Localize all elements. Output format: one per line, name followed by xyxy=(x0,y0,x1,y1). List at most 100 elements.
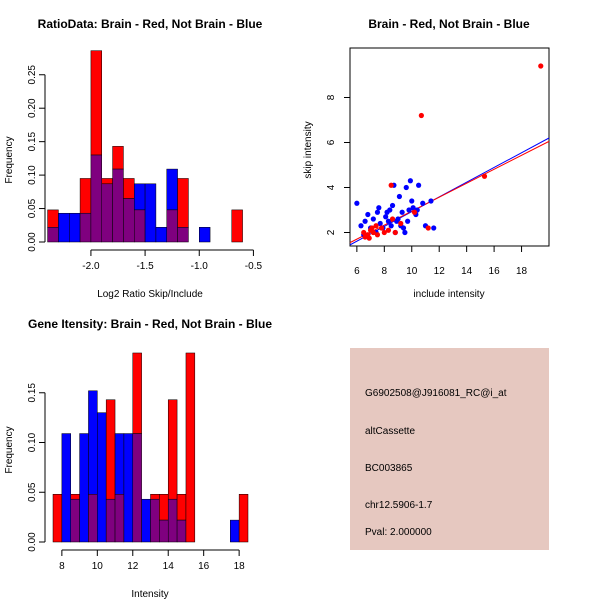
scatter-point xyxy=(376,205,382,211)
scatter-point xyxy=(428,198,434,204)
histogram-overlap-bar xyxy=(123,198,135,243)
x-tick-label: 16 xyxy=(489,266,501,277)
scatter-point xyxy=(385,218,392,224)
y-tick-label: 8 xyxy=(326,94,337,100)
scatter-point xyxy=(416,182,422,188)
histogram-bar xyxy=(88,390,98,495)
scatter-point xyxy=(366,235,372,241)
histogram-bar xyxy=(79,178,92,214)
scatter-point xyxy=(373,223,379,229)
histogram-bar xyxy=(112,146,124,170)
histogram-bar xyxy=(185,352,196,543)
scatter-point xyxy=(388,223,394,229)
histogram-overlap-bar xyxy=(132,433,142,543)
scatter-points xyxy=(354,63,544,241)
histogram-overlap-bar xyxy=(70,498,80,543)
histogram-overlap-bar xyxy=(90,154,102,243)
histogram-overlap-bar xyxy=(112,168,124,243)
histogram-bar xyxy=(123,433,134,543)
scatter-point xyxy=(405,218,411,224)
scatter-point xyxy=(398,220,404,227)
x-tick-label: 12 xyxy=(127,561,139,572)
scatter-point xyxy=(361,229,367,236)
scatter-point xyxy=(369,225,375,231)
histogram-overlap-bar xyxy=(167,498,178,543)
histogram-overlap-bar xyxy=(159,519,169,543)
ratio-histogram-bars xyxy=(47,50,243,243)
y-tick-label: 0.20 xyxy=(27,98,38,118)
x-tick-label: 14 xyxy=(461,266,473,277)
histogram-bar xyxy=(132,352,142,434)
scatter-point xyxy=(362,218,368,224)
scatter-point xyxy=(420,200,426,206)
histogram-bar xyxy=(155,227,168,243)
histogram-bar xyxy=(159,493,169,521)
scatter-point xyxy=(407,178,413,184)
scatter-point xyxy=(389,202,396,209)
histogram-overlap-bar xyxy=(177,227,189,243)
histogram-bar xyxy=(166,168,178,211)
histogram-bar xyxy=(114,433,125,495)
scatter-point xyxy=(418,112,424,119)
y-tick-label: 0.15 xyxy=(27,131,38,151)
x-tick-label: 16 xyxy=(198,561,210,572)
histogram-bar xyxy=(231,209,243,243)
x-tick-label: 10 xyxy=(92,561,104,572)
scatter-point xyxy=(377,220,383,227)
scatter-point xyxy=(354,200,360,206)
histogram-bar xyxy=(58,212,70,243)
y-tick-label: 6 xyxy=(326,139,337,145)
histogram-bar xyxy=(61,433,71,543)
y-tick-label: 0.10 xyxy=(27,432,38,452)
histogram-bar xyxy=(47,209,59,228)
x-tick-label: 18 xyxy=(234,561,246,572)
intensity-histogram-panel: Gene Itensity: Brain - Red, Not Brain - … xyxy=(4,317,272,600)
histogram-overlap-bar xyxy=(101,183,113,243)
probe-id-text: G6902508@J916081_RC@i_at xyxy=(365,388,507,399)
ratio-histogram-axes: -2.0 -1.5 -1.0 -0.5 0.00 0.05 0.10 0.15 0.20 0.25 xyxy=(27,65,262,272)
histogram-overlap-bar xyxy=(176,519,187,543)
scatter-point xyxy=(374,209,381,215)
scatter-point xyxy=(383,214,389,220)
scatter-point xyxy=(394,218,400,224)
x-tick-label: 12 xyxy=(434,266,446,277)
scatter-point xyxy=(538,63,544,69)
scatter-panel: Brain - Red, Not Brain - Blue 6 8 10 12 14 16… xyxy=(303,17,550,300)
x-tick-label: 14 xyxy=(163,561,175,572)
scatter-point xyxy=(396,193,403,200)
scatter-title: Brain - Red, Not Brain - Blue xyxy=(368,17,530,31)
scatter-xlabel: include intensity xyxy=(413,289,484,300)
scatter-point xyxy=(425,225,431,231)
histogram-bar xyxy=(69,212,81,243)
scatter-point xyxy=(385,227,392,233)
histogram-bar xyxy=(144,183,157,243)
ratio-histogram-panel: RatioData: Brain - Red, Not Brain - Blue… xyxy=(4,17,263,300)
y-tick-label: 0.25 xyxy=(27,65,38,85)
histogram-bar xyxy=(101,178,113,185)
y-tick-label: 2 xyxy=(326,229,337,235)
scatter-point xyxy=(411,209,418,215)
intensity-histogram-title: Gene Itensity: Brain - Red, Not Brain - … xyxy=(28,317,272,331)
histogram-overlap-bar xyxy=(134,209,146,243)
histogram-bar xyxy=(123,178,135,199)
histogram-bar xyxy=(52,493,63,543)
scatter-point xyxy=(370,229,376,236)
y-tick-label: 0.10 xyxy=(27,165,38,185)
histogram-overlap-bar xyxy=(166,209,178,243)
histogram-overlap-bar xyxy=(114,493,125,543)
y-tick-label: 0.15 xyxy=(27,383,38,403)
histogram-bar xyxy=(90,50,102,156)
scatter-point xyxy=(406,207,412,213)
scatter-point xyxy=(481,173,488,179)
histogram-bar xyxy=(134,183,146,211)
scatter-point xyxy=(384,209,390,215)
scatter-point xyxy=(399,209,405,215)
histogram-bar xyxy=(105,399,116,500)
info-panel: G6902508@J916081_RC@i_at altCassette BC0… xyxy=(350,348,549,550)
ratio-histogram-title: RatioData: Brain - Red, Not Brain - Blue xyxy=(38,17,263,31)
x-tick-label: 8 xyxy=(59,561,65,572)
histogram-bar xyxy=(238,493,249,543)
scatter-point xyxy=(410,205,416,211)
x-tick-label: 18 xyxy=(516,266,528,277)
